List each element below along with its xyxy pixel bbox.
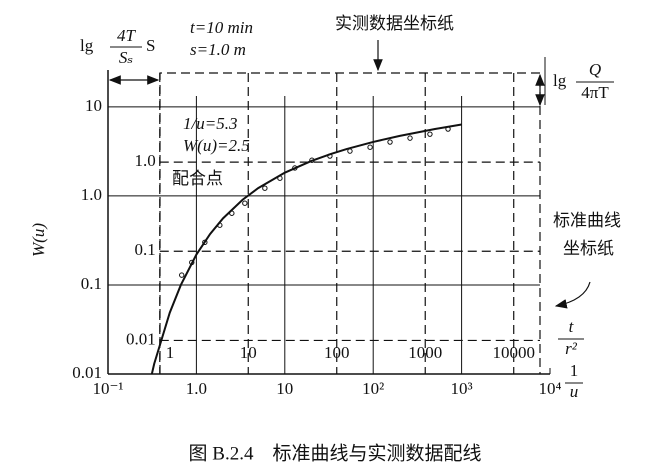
caption: 图 B.2.4 标准曲线与实测数据配线 bbox=[189, 442, 482, 464]
y-tick-label: 1.0 bbox=[81, 185, 102, 204]
shift-x-suffix: S bbox=[146, 36, 155, 55]
data-point bbox=[367, 144, 373, 150]
data-point bbox=[262, 185, 268, 191]
data-point bbox=[277, 175, 283, 181]
x2-tick-label: 10000 bbox=[492, 343, 535, 362]
x-label-numerator: 1 bbox=[570, 361, 579, 380]
shift-y-denominator: 4πT bbox=[581, 83, 609, 102]
shift-x-numerator: 4T bbox=[117, 26, 137, 45]
data-point bbox=[445, 126, 451, 132]
type-curve bbox=[150, 123, 462, 374]
type-paper-arrow bbox=[554, 281, 591, 309]
test-time: t=10 min bbox=[190, 18, 253, 37]
y-tick-label: 0.1 bbox=[81, 274, 102, 293]
shift-x-prefix: lg bbox=[80, 36, 94, 55]
x2-tick-label: 10 bbox=[240, 343, 257, 362]
y-tick-label: 10 bbox=[85, 96, 102, 115]
y2-tick-label: 1.0 bbox=[135, 151, 156, 170]
x2-tick-label: 100 bbox=[324, 343, 350, 362]
grid bbox=[107, 73, 551, 374]
data-point bbox=[242, 200, 248, 206]
x-tick-label: 10⁻¹ bbox=[92, 379, 123, 398]
data-point bbox=[202, 239, 208, 246]
x-tick-label: 10² bbox=[362, 379, 384, 398]
field-paper-label: 实测数据坐标纸 bbox=[335, 14, 454, 33]
x2-tick-label: 1000 bbox=[408, 343, 442, 362]
data-point bbox=[427, 131, 433, 137]
type-paper-label: 标准曲线 bbox=[553, 211, 621, 230]
data-point bbox=[217, 222, 223, 228]
match-inv-u: 1/u=5.3 bbox=[183, 114, 237, 133]
shift-y-numerator: Q bbox=[589, 60, 601, 79]
data-point bbox=[327, 153, 333, 159]
y-tick-label: 0.01 bbox=[72, 363, 102, 382]
y-axis-label: W(u) bbox=[29, 223, 48, 257]
match-point-label: 配合点 bbox=[172, 169, 223, 188]
x-tick-label: 10 bbox=[276, 379, 293, 398]
x-tick-label: 10³ bbox=[451, 379, 473, 398]
data-point bbox=[179, 272, 185, 278]
y2-tick-label: 0.1 bbox=[135, 240, 156, 259]
shift-x-denominator: Sₛ bbox=[119, 48, 134, 67]
match-w: W(u)=2.5 bbox=[183, 136, 250, 155]
x2-label-numerator: t bbox=[569, 317, 575, 336]
data-point bbox=[387, 139, 393, 145]
type-paper-label: 坐标纸 bbox=[563, 239, 614, 258]
x-tick-label: 10⁴ bbox=[539, 379, 562, 398]
x-tick-label: 1.0 bbox=[186, 379, 207, 398]
test-distance: s=1.0 m bbox=[190, 40, 246, 59]
y2-tick-label: 0.01 bbox=[126, 329, 156, 348]
field-paper-frame bbox=[159, 72, 541, 374]
x2-tick-label: 1 bbox=[166, 343, 175, 362]
data-point bbox=[292, 165, 298, 171]
x-label-denominator: u bbox=[570, 382, 579, 401]
data-point bbox=[229, 210, 235, 216]
x2-label-denominator: r² bbox=[565, 339, 578, 358]
shift-y-prefix: lg bbox=[553, 71, 567, 90]
plot-area bbox=[150, 123, 462, 374]
data-point bbox=[347, 148, 353, 154]
data-point bbox=[189, 259, 195, 266]
data-point bbox=[309, 157, 315, 163]
data-point bbox=[407, 135, 413, 141]
